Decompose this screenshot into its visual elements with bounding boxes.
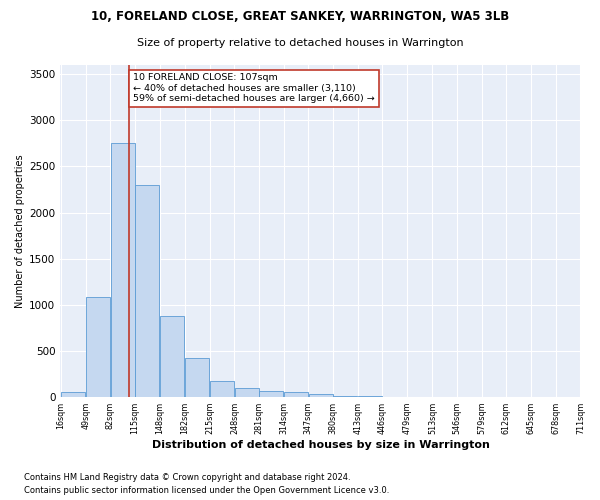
Bar (235, 388, 259, 397)
Text: 10 FORELAND CLOSE: 107sqm
← 40% of detached houses are smaller (3,110)
59% of se: 10 FORELAND CLOSE: 107sqm ← 40% of detac… (133, 74, 375, 103)
Text: Contains HM Land Registry data © Crown copyright and database right 2024.: Contains HM Land Registry data © Crown c… (24, 474, 350, 482)
Bar (61, 392, 85, 397)
Bar (185, 358, 209, 397)
Bar (309, 394, 332, 397)
Bar (160, 316, 184, 397)
Bar (136, 185, 159, 397)
Bar (284, 392, 308, 397)
Bar (334, 396, 358, 397)
Text: 10, FORELAND CLOSE, GREAT SANKEY, WARRINGTON, WA5 3LB: 10, FORELAND CLOSE, GREAT SANKEY, WARRIN… (91, 10, 509, 23)
Text: Contains public sector information licensed under the Open Government Licence v3: Contains public sector information licen… (24, 486, 389, 495)
Bar (111, 144, 134, 397)
Bar (210, 382, 234, 397)
Bar (86, 298, 110, 397)
Y-axis label: Number of detached properties: Number of detached properties (15, 154, 25, 308)
Text: Size of property relative to detached houses in Warrington: Size of property relative to detached ho… (137, 38, 463, 48)
Bar (259, 392, 283, 397)
X-axis label: Distribution of detached houses by size in Warrington: Distribution of detached houses by size … (152, 440, 490, 450)
